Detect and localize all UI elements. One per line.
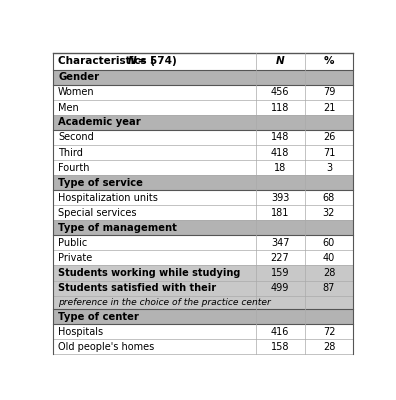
Text: preference in the choice of the practice center: preference in the choice of the practice… [58, 298, 271, 307]
Text: 68: 68 [323, 192, 335, 202]
Text: Women: Women [58, 87, 95, 97]
Text: 499: 499 [271, 283, 289, 293]
Bar [53, 176, 353, 190]
Text: 18: 18 [274, 163, 286, 173]
Text: N: N [128, 56, 137, 66]
Bar [53, 324, 353, 339]
Text: 32: 32 [323, 208, 335, 218]
Text: 347: 347 [271, 238, 289, 248]
Text: Students working while studying: Students working while studying [58, 268, 240, 278]
Text: 28: 28 [323, 268, 335, 278]
Bar [53, 130, 353, 145]
Text: 418: 418 [271, 148, 289, 158]
Text: Old people's homes: Old people's homes [58, 342, 154, 352]
Text: 181: 181 [271, 208, 289, 218]
Bar [53, 100, 353, 115]
Text: %: % [324, 56, 334, 66]
Bar [53, 190, 353, 205]
Text: Public: Public [58, 238, 88, 248]
Bar [53, 205, 353, 220]
Text: 26: 26 [323, 132, 335, 142]
Bar [53, 235, 353, 250]
Bar [53, 281, 353, 296]
Bar [53, 220, 353, 235]
Text: Private: Private [58, 253, 92, 263]
Text: Second: Second [58, 132, 94, 142]
Text: Special services: Special services [58, 208, 137, 218]
Bar [53, 70, 353, 85]
Bar [53, 266, 353, 281]
Bar [53, 250, 353, 266]
Text: 227: 227 [271, 253, 289, 263]
Bar [53, 160, 353, 176]
Text: Type of service: Type of service [58, 178, 143, 188]
Text: Men: Men [58, 102, 79, 112]
Bar [53, 310, 353, 324]
Bar [53, 53, 353, 70]
Text: 393: 393 [271, 192, 289, 202]
Text: Type of center: Type of center [58, 312, 139, 322]
Text: 118: 118 [271, 102, 289, 112]
Text: Academic year: Academic year [58, 118, 141, 128]
Text: 158: 158 [271, 342, 289, 352]
Text: Third: Third [58, 148, 83, 158]
Bar [53, 296, 353, 310]
Text: Hospitals: Hospitals [58, 326, 103, 336]
Text: 148: 148 [271, 132, 289, 142]
Text: Students satisfied with their: Students satisfied with their [58, 283, 216, 293]
Bar [53, 85, 353, 100]
Text: 87: 87 [323, 283, 335, 293]
Text: 3: 3 [326, 163, 332, 173]
Text: 40: 40 [323, 253, 335, 263]
Text: 21: 21 [323, 102, 335, 112]
Text: 71: 71 [323, 148, 335, 158]
Text: Hospitalization units: Hospitalization units [58, 192, 158, 202]
Text: 456: 456 [271, 87, 289, 97]
Bar [53, 145, 353, 160]
Text: 28: 28 [323, 342, 335, 352]
Text: Characteristics (: Characteristics ( [58, 56, 155, 66]
Text: 159: 159 [271, 268, 289, 278]
Text: 72: 72 [323, 326, 335, 336]
Text: Gender: Gender [58, 72, 99, 82]
Text: 416: 416 [271, 326, 289, 336]
Text: 79: 79 [323, 87, 335, 97]
Bar [53, 339, 353, 354]
Bar [53, 115, 353, 130]
Text: Fourth: Fourth [58, 163, 89, 173]
Text: Type of management: Type of management [58, 223, 177, 233]
Text: 60: 60 [323, 238, 335, 248]
Text: N: N [276, 56, 284, 66]
Text: = 574): = 574) [134, 56, 177, 66]
